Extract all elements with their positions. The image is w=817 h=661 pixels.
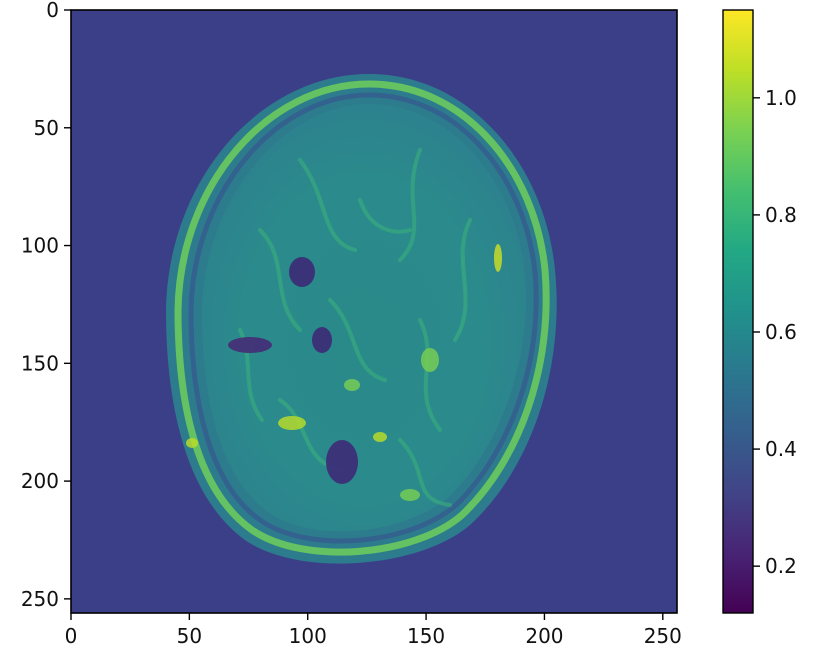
x-tick-label: 50 — [177, 624, 202, 648]
skull-inner-dark — [188, 92, 539, 544]
colorbar-tick-label: 1.0 — [765, 86, 797, 110]
y-tick-label: 50 — [34, 116, 59, 140]
x-tick-label: 100 — [289, 624, 327, 648]
plot-frame — [70, 9, 678, 614]
y-tick-label: 250 — [21, 587, 59, 611]
colorbar-axis: 0.2 0.4 0.6 0.8 1.0 — [753, 86, 797, 578]
bright-regions — [186, 244, 502, 501]
x-tick-label: 200 — [525, 624, 563, 648]
x-tick-label: 150 — [407, 624, 445, 648]
x-axis: 0 50 100 150 200 250 — [65, 613, 682, 648]
colorbar-tick-label: 0.6 — [765, 320, 797, 344]
colorbar-tick-label: 0.2 — [765, 554, 797, 578]
y-tick-label: 100 — [21, 234, 59, 258]
x-tick-label: 0 — [65, 624, 78, 648]
colorbar — [722, 9, 754, 614]
y-tick-label: 150 — [21, 351, 59, 375]
colorbar-tick-label: 0.8 — [765, 203, 797, 227]
y-tick-label: 0 — [46, 0, 59, 22]
skull-ring — [174, 80, 550, 556]
x-tick-label: 250 — [644, 624, 682, 648]
mri-image — [71, 10, 677, 613]
colorbar-tick-label: 0.4 — [765, 437, 797, 461]
y-tick-label: 200 — [21, 469, 59, 493]
dark-regions — [228, 257, 358, 484]
y-axis: 0 50 100 150 200 250 — [21, 0, 71, 611]
